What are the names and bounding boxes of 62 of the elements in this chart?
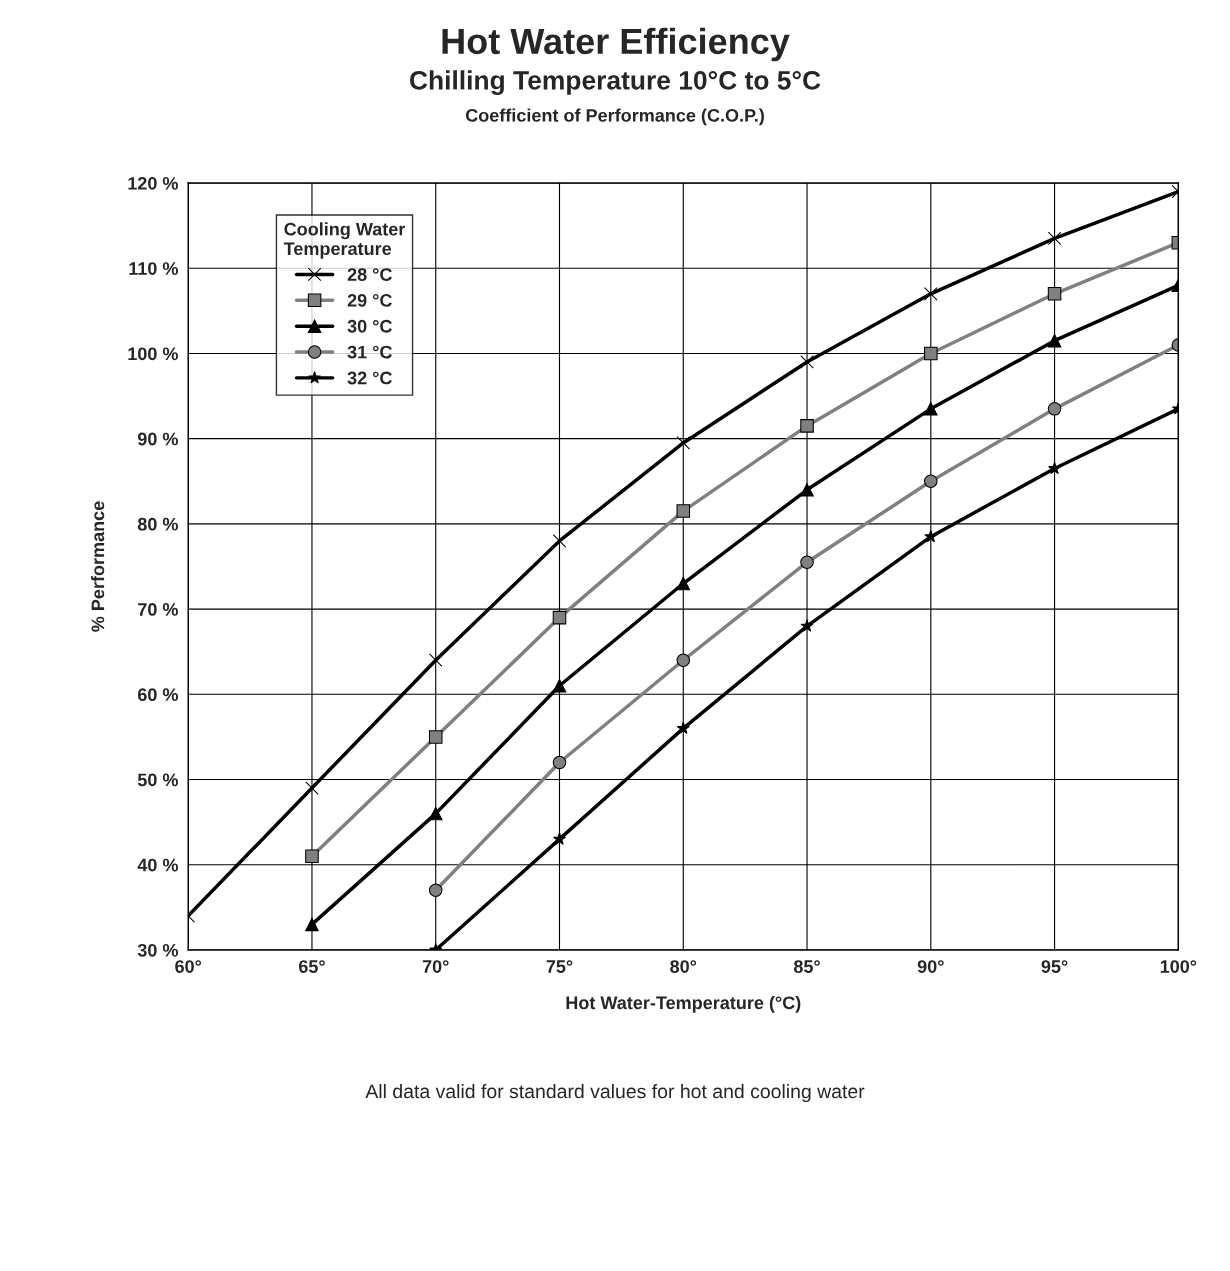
legend-label: 28 °C [347,268,392,281]
point [428,653,443,667]
x-tick-label: 80° [670,960,697,973]
chart-title: Hot Water Efficiency [442,27,790,62]
y-tick-label: 40 % [137,858,178,872]
x-tick-label: 90° [917,960,944,973]
point [676,436,691,450]
x-tick-label: 75° [546,960,573,973]
text: All data valid for standard values for hot and cooling water [365,1084,865,1103]
legend-label: 31 °C [347,345,392,359]
y-tick-label: 90 % [137,432,178,446]
point [1048,461,1062,475]
y-tick-label: 60 % [137,688,178,702]
point [676,721,690,734]
point [800,419,814,433]
point [305,781,319,795]
point [305,917,319,932]
point [800,483,814,497]
point [552,679,567,693]
point [924,287,938,301]
point [1047,402,1062,416]
y-tick-label: 110 % [129,262,178,275]
x-tick-label: 70° [422,960,449,973]
point [676,576,691,591]
point [800,555,814,569]
point [552,755,567,770]
y-tick-label: 50 % [137,773,178,787]
point [924,474,938,489]
legend-label: 30 °C [347,319,392,333]
x-tick-label: 65° [298,960,325,973]
x-axis-title: Hot Water-Temperature (°C) [566,995,801,1013]
y-axis-title: % Performance [91,501,105,632]
point [553,832,566,845]
point [676,653,691,667]
y-tick-label: 80 % [137,517,178,531]
point [800,619,814,632]
point [428,730,443,744]
point [924,402,938,416]
x-tick-label: 95° [1041,960,1068,973]
x-tick-label: 85° [793,960,820,973]
point [676,504,691,518]
x-tick-label: 100° [1160,960,1197,973]
point [1047,287,1062,301]
point [1047,333,1062,348]
point [552,534,567,548]
point [552,610,567,625]
legend-label: 29 °C [347,294,392,307]
point [924,346,938,361]
point [305,849,319,863]
point [428,883,443,898]
point [428,806,443,821]
y-tick-label: 70 % [138,603,178,616]
chart-subtitle: Chilling Temperature 10°C to 5°C Coefficient of Performance (C.O.P.) [410,70,821,126]
legend-label: 32 °C [347,371,392,385]
point [800,355,814,369]
point [1047,231,1062,246]
x-tick-label: 60° [175,960,202,973]
legend-title: Cooling Water Temperature [283,222,406,259]
point [924,529,938,543]
y-tick-label: 30 % [137,943,178,957]
y-tick-label: 120 % [128,176,178,190]
y-tick-label: 100 % [128,347,178,361]
